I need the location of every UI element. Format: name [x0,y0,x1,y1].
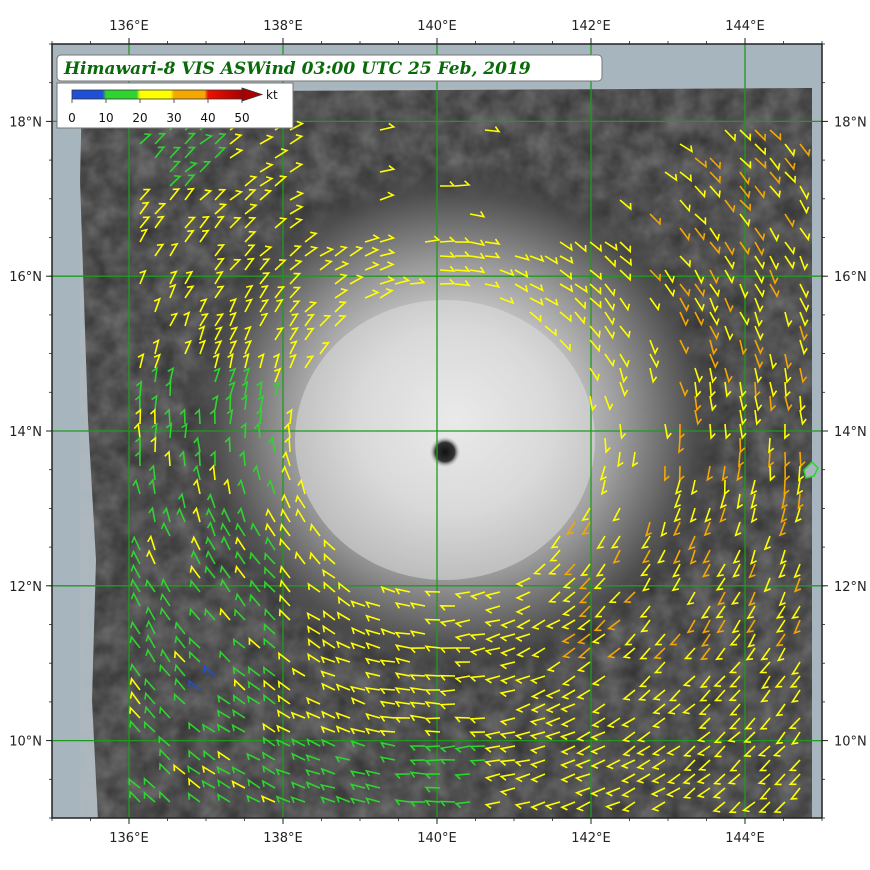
legend-arrow-head [241,87,264,102]
legend-unit: kt [266,88,278,102]
lat-tick-label: 14°N [834,425,867,440]
legend-tick-label: 50 [234,111,249,125]
legend-tick-label: 20 [132,111,147,125]
lon-tick-label: 136°E [109,831,149,846]
lon-tick-label: 142°E [571,831,611,846]
title-box: Himawari-8 VIS ASWind 03:00 UTC 25 Feb, … [56,54,603,82]
lon-tick-label: 140°E [417,831,457,846]
axis-ticks [46,38,828,824]
lat-tick-label: 16°N [9,270,42,285]
lon-tick-label: 138°E [263,831,303,846]
lat-tick-label: 12°N [834,580,867,595]
lon-tick-label: 138°E [263,19,303,34]
map-title: Himawari-8 VIS ASWind 03:00 UTC 25 Feb, … [63,59,531,79]
lat-tick-label: 18°N [834,115,867,130]
lon-tick-label: 144°E [725,19,765,34]
lon-tick-label: 144°E [725,831,765,846]
lat-tick-label: 16°N [834,270,867,285]
legend-colorbar [71,89,243,100]
lon-tick-label: 140°E [417,19,457,34]
legend-tick-label: 0 [68,111,76,125]
lat-lon-grid [52,44,822,818]
island [803,460,819,479]
legend-tick-label: 30 [166,111,181,125]
legend-tick-label: 10 [98,111,113,125]
axis-tick-labels: 136°E 136°E 138°E 138°E 140°E 140°E 142°E 142°E… [9,19,867,846]
lat-tick-label: 10°N [834,735,867,750]
legend-tick-label: 40 [200,111,215,125]
lat-tick-label: 18°N [9,115,42,130]
lon-tick-label: 142°E [571,19,611,34]
lat-tick-label: 12°N [9,580,42,595]
lon-tick-label: 136°E [109,19,149,34]
lat-tick-label: 10°N [9,735,42,750]
typhoon-eye [429,436,461,468]
legend: kt 0 10 20 30 40 50 [56,82,294,129]
lat-tick-label: 14°N [9,425,42,440]
